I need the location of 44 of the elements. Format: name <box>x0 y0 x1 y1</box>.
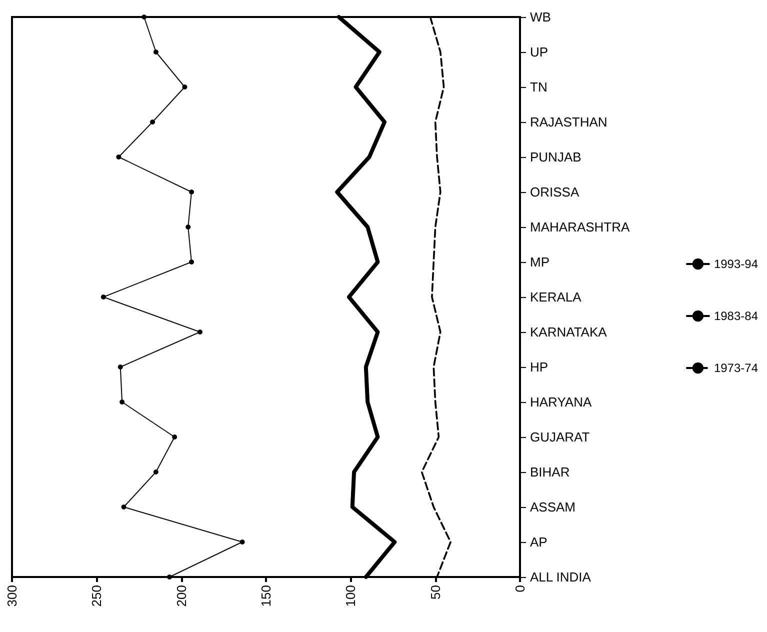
x-tick-label: 300 <box>4 585 20 607</box>
y-tick-label: ORISSA <box>530 184 580 200</box>
y-tick-label: PUNJAB <box>530 150 582 164</box>
x-tick-label: 150 <box>258 585 274 607</box>
x-tick-label: 100 <box>343 585 358 607</box>
point <box>197 330 202 334</box>
x-tick-label: 0 <box>512 585 528 592</box>
point <box>189 260 194 264</box>
legend-label: 1993-94 <box>714 257 758 271</box>
point <box>240 540 245 544</box>
y-tick-label: HARYANA <box>530 394 592 410</box>
y-tick-label: KARNATAKA <box>530 324 608 340</box>
legend-label: 1973-74 <box>714 361 758 375</box>
point <box>172 434 178 440</box>
y-tick-label: BIHAR <box>530 464 570 480</box>
point <box>166 574 172 580</box>
point <box>182 84 188 90</box>
y-tick-label: MP <box>530 254 550 270</box>
x-tick-label: 250 <box>89 585 104 607</box>
x-tick-label: 50 <box>428 585 443 600</box>
y-tick-label: WB <box>530 10 551 24</box>
point <box>100 294 106 300</box>
point <box>186 224 191 230</box>
point <box>153 470 158 474</box>
y-tick-label: KERALA <box>530 290 582 304</box>
x-tick-label: 200 <box>174 585 189 607</box>
legend-label: 1983-84 <box>714 309 758 323</box>
y-tick-label: ALL INDIA <box>530 570 592 584</box>
point <box>121 504 126 510</box>
y-tick-label: ASSAM <box>530 500 576 514</box>
y-tick-label: TN <box>530 80 548 94</box>
point <box>189 190 194 194</box>
y-tick-label: GUJARAT <box>530 430 590 444</box>
point <box>153 50 158 54</box>
y-tick-label: HP <box>530 360 548 374</box>
point <box>142 14 147 20</box>
y-tick-label: AP <box>530 534 548 550</box>
y-tick-label: RAJASTHAN <box>530 114 608 130</box>
y-tick-label: MAHARASHTRA <box>530 220 630 234</box>
point <box>118 364 123 370</box>
point <box>120 400 125 404</box>
point <box>116 154 122 160</box>
point <box>150 120 156 124</box>
y-tick-label: UP <box>530 44 548 60</box>
